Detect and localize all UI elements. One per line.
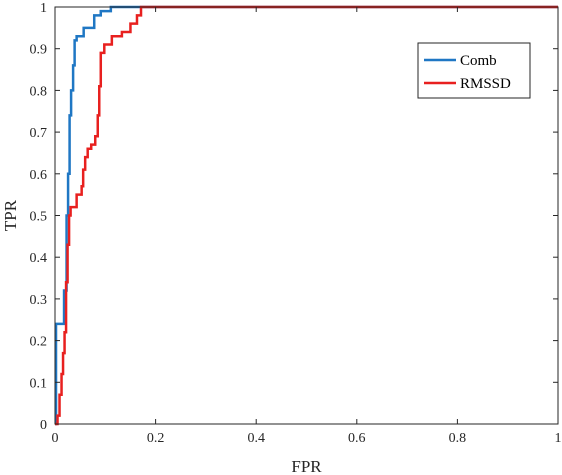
x-tick-label: 0.8 — [449, 431, 467, 446]
y-tick-label: 0.5 — [30, 210, 48, 225]
legend-label-rmssd: RMSSD — [460, 76, 511, 92]
y-tick-label: 0 — [40, 418, 47, 433]
y-tick-label: 0.6 — [30, 168, 48, 183]
legend: Comb RMSSD — [417, 42, 531, 99]
x-tick-label: 0.6 — [348, 431, 366, 446]
y-tick-label: 0.1 — [30, 376, 48, 391]
x-tick-label: 1 — [555, 431, 562, 446]
series-line-rmssd — [55, 5, 558, 426]
y-axis-title: TPR — [1, 199, 20, 231]
legend-label-comb: Comb — [460, 53, 497, 69]
ticks-layer: 0 0.2 0.4 0.6 0.8 1 0 0.1 0.2 0.3 0.4 0.5 0.6 0.7 0.8 0… — [30, 1, 562, 446]
x-tick-label: 0.4 — [247, 431, 265, 446]
y-tick-label: 0.9 — [30, 43, 48, 58]
y-tick-label: 0.3 — [30, 293, 48, 308]
y-tick-label: 0.4 — [30, 251, 48, 266]
x-tick-label: 0 — [52, 431, 59, 446]
x-axis-title: FPR — [291, 457, 322, 475]
legend-box — [417, 42, 531, 99]
y-tick-label: 1 — [40, 1, 47, 16]
y-tick-label: 0.7 — [30, 126, 48, 141]
y-tick-label: 0.2 — [30, 335, 48, 350]
series-layer — [54, 5, 558, 426]
y-tick-label: 0.8 — [30, 84, 48, 99]
x-tick-label: 0.2 — [147, 431, 165, 446]
